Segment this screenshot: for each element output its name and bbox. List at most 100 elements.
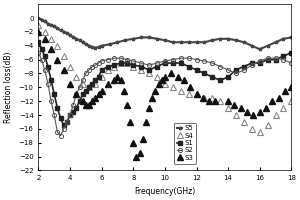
- Line: S3: S3: [36, 29, 294, 159]
- S1: [71, 110, 75, 113]
- S4: [242, 121, 246, 123]
- S4: [258, 131, 262, 134]
- S2: [125, 58, 129, 61]
- S2: [106, 58, 110, 61]
- S5: [140, 36, 143, 39]
- S1: [125, 62, 129, 64]
- S2: [258, 60, 262, 62]
- S5: [56, 27, 59, 30]
- S5: [202, 41, 206, 43]
- S4: [125, 62, 129, 64]
- S4: [100, 76, 103, 78]
- S4: [49, 38, 53, 40]
- S4: [112, 65, 116, 68]
- X-axis label: Frequency(GHz): Frequency(GHz): [134, 187, 196, 196]
- S3: [182, 79, 186, 82]
- S1: [59, 117, 62, 120]
- S4: [87, 86, 91, 88]
- S5: [147, 36, 151, 39]
- S2: [112, 57, 116, 59]
- S5: [90, 46, 94, 48]
- S2: [171, 58, 175, 61]
- S1: [258, 62, 262, 64]
- S5: [124, 39, 127, 41]
- S2: [195, 58, 198, 61]
- S5: [87, 45, 91, 47]
- S1: [97, 76, 100, 78]
- S1: [37, 41, 40, 43]
- S5: [65, 32, 69, 34]
- S1: [140, 65, 143, 68]
- S5: [179, 41, 182, 43]
- S2: [131, 60, 135, 62]
- S5: [43, 20, 46, 23]
- S4: [250, 128, 253, 130]
- S5: [116, 41, 119, 43]
- S1: [62, 124, 65, 127]
- S5: [37, 17, 40, 19]
- S4: [290, 100, 293, 102]
- S4: [75, 76, 78, 78]
- S2: [163, 60, 167, 62]
- S1: [226, 76, 230, 78]
- S2: [202, 60, 206, 62]
- Line: S4: S4: [36, 22, 294, 135]
- Line: S5: S5: [37, 16, 293, 51]
- S4: [187, 93, 190, 95]
- S5: [234, 39, 238, 41]
- S3: [112, 79, 116, 82]
- S2: [75, 93, 78, 95]
- S2: [226, 69, 230, 71]
- S1: [52, 93, 56, 95]
- S2: [59, 135, 62, 137]
- S2: [43, 69, 46, 71]
- S5: [171, 41, 175, 43]
- S2: [140, 62, 143, 64]
- S5: [290, 36, 293, 39]
- S5: [81, 41, 85, 43]
- S1: [46, 65, 50, 68]
- S1: [65, 121, 69, 123]
- S5: [100, 45, 103, 47]
- S2: [62, 128, 65, 130]
- S1: [90, 83, 94, 85]
- S5: [62, 31, 65, 33]
- S1: [94, 79, 97, 82]
- S1: [202, 72, 206, 75]
- S5: [97, 46, 100, 48]
- S5: [68, 34, 72, 37]
- S4: [155, 76, 159, 78]
- S1: [87, 86, 91, 88]
- S5: [52, 25, 56, 28]
- S2: [94, 64, 97, 66]
- S1: [56, 107, 59, 109]
- S5: [282, 38, 285, 40]
- S2: [218, 65, 222, 68]
- S3: [116, 76, 119, 78]
- S4: [171, 86, 175, 88]
- S5: [258, 48, 262, 50]
- S5: [108, 43, 111, 46]
- S2: [250, 64, 253, 66]
- S2: [211, 62, 214, 64]
- S4: [163, 83, 167, 85]
- S2: [234, 72, 238, 75]
- S2: [40, 58, 44, 61]
- S1: [211, 76, 214, 78]
- S2: [97, 62, 100, 64]
- S2: [49, 100, 53, 102]
- S1: [290, 51, 293, 54]
- S1: [242, 65, 246, 68]
- S5: [40, 19, 44, 21]
- S1: [131, 64, 135, 66]
- S5: [131, 38, 135, 40]
- S1: [163, 62, 167, 64]
- S4: [234, 114, 238, 116]
- S4: [202, 96, 206, 99]
- S5: [71, 36, 75, 39]
- S3: [283, 90, 287, 92]
- S2: [242, 69, 246, 71]
- S4: [119, 62, 122, 64]
- S4: [131, 65, 135, 68]
- S2: [81, 79, 85, 82]
